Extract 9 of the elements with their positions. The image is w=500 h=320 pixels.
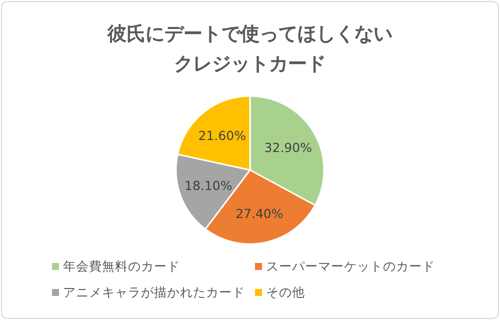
legend-label: アニメキャラが描かれたカード: [63, 284, 245, 300]
legend-label: その他: [266, 284, 305, 300]
data-label: 18.10%: [184, 178, 232, 193]
chart-title: 彼氏にデートで使ってほしくないクレジットカード: [106, 23, 392, 75]
data-label: 27.40%: [236, 206, 284, 221]
data-label: 32.90%: [264, 140, 312, 155]
data-label: 21.60%: [198, 128, 246, 143]
legend-label: スーパーマーケットのカード: [266, 258, 435, 274]
legend-label: 年会費無料のカード: [63, 258, 180, 274]
